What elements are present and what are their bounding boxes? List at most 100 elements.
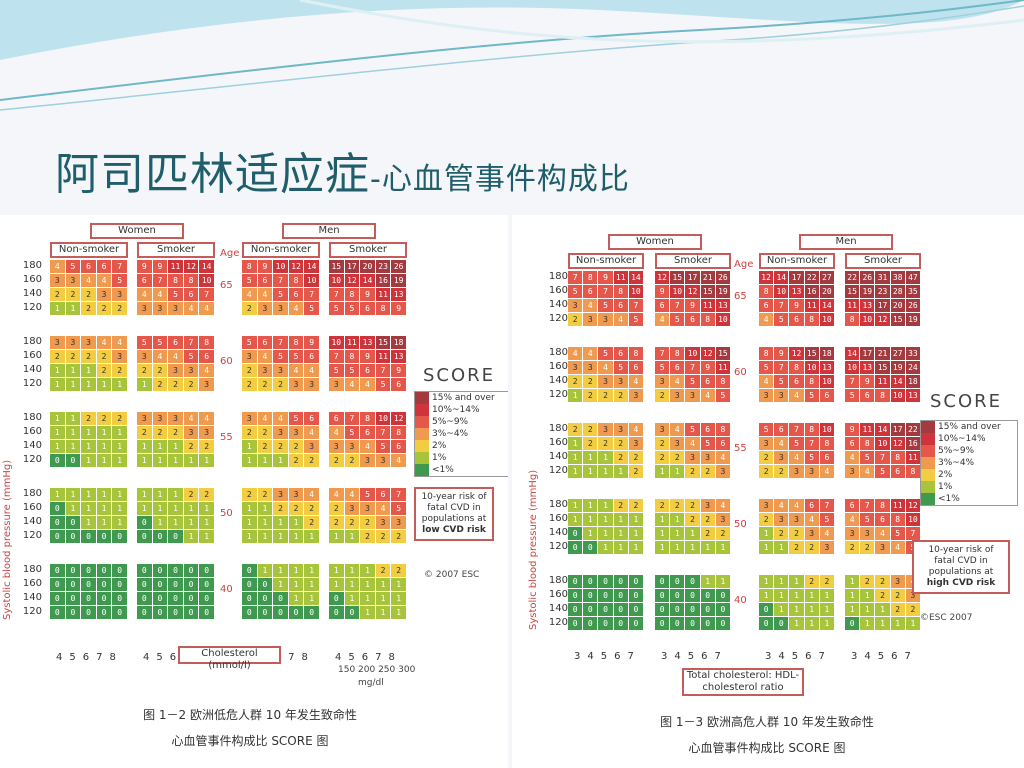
risk-cell: 4	[183, 302, 199, 315]
risk-cell: 0	[613, 589, 628, 602]
wave-decoration	[0, 0, 1024, 111]
risk-cell: 16	[375, 274, 391, 287]
risk-cell: 2	[715, 527, 731, 540]
risk-cell: 19	[860, 285, 875, 298]
risk-cell: 2	[304, 516, 319, 529]
risk-row: 4 5 6 8 10	[759, 313, 835, 327]
risk-cell: 2	[789, 527, 804, 540]
legend-swatch	[415, 392, 429, 404]
risk-cell: 0	[655, 617, 670, 630]
risk-cell: 4	[199, 302, 214, 315]
risk-cell: 0	[685, 617, 700, 630]
risk-cell: 5	[344, 426, 360, 439]
risk-row: 8 10 12 15 19	[845, 313, 921, 327]
risk-cell: 1	[199, 530, 214, 543]
risk-note-line: 10-year risk of	[928, 545, 994, 555]
risk-cell: 1	[152, 454, 168, 467]
risk-cell: 19	[890, 361, 905, 374]
age-header: Age	[220, 248, 240, 259]
risk-cell: 4	[774, 437, 789, 450]
risk-block: 12 15 17 21 26 9 10 12 15 19 6 7 9 11 13 4 5 6 8 10	[655, 271, 731, 327]
risk-cell: 0	[65, 530, 81, 543]
risk-cell: 9	[598, 271, 613, 284]
risk-cell: 1	[168, 502, 183, 515]
risk-cell: 5	[613, 361, 628, 374]
risk-cell: 8	[890, 513, 905, 526]
risk-cell: 3	[598, 313, 613, 326]
risk-cell: 1	[613, 465, 628, 478]
risk-cell: 0	[715, 603, 731, 616]
risk-cell: 1	[568, 437, 583, 450]
risk-cell: 0	[137, 564, 152, 577]
risk-cell: 4	[329, 426, 344, 439]
bp-label: 120	[548, 541, 568, 552]
risk-cell: 8	[845, 313, 860, 326]
risk-cell: 4	[774, 499, 789, 512]
risk-cell: 15	[329, 260, 344, 273]
bp-label: 120	[548, 465, 568, 476]
risk-cell: 6	[759, 299, 774, 312]
risk-cell: 8	[759, 285, 774, 298]
risk-cell: 5	[715, 389, 731, 402]
risk-cell: 1	[613, 513, 628, 526]
risk-cell: 6	[360, 426, 375, 439]
risk-cell: 0	[81, 606, 96, 619]
risk-cell: 1	[112, 516, 127, 529]
risk-cell: 1	[168, 488, 183, 501]
risk-cell: 1	[304, 530, 319, 543]
risk-cell: 2	[329, 454, 344, 467]
risk-cell: 3	[375, 454, 391, 467]
legend-row: 1%	[921, 481, 1017, 493]
risk-cell: 27	[819, 271, 835, 284]
risk-cell: 6	[613, 299, 628, 312]
risk-cell: 3	[257, 364, 273, 377]
risk-cell: 3	[789, 513, 804, 526]
risk-cell: 7	[845, 375, 860, 388]
risk-cell: 15	[670, 271, 685, 284]
risk-cell: 5	[804, 451, 819, 464]
risk-cell: 1	[112, 440, 127, 453]
copyright: © 2007 ESC	[424, 570, 480, 580]
risk-cell: 0	[257, 606, 273, 619]
bp-label: 180	[22, 336, 42, 347]
risk-cell: 4	[789, 389, 804, 402]
risk-cell: 2	[152, 378, 168, 391]
risk-cell: 1	[168, 440, 183, 453]
risk-cell: 1	[329, 578, 344, 591]
risk-note-line: fatal CVD in	[934, 556, 988, 566]
bp-label: 160	[22, 350, 42, 361]
risk-cell: 5	[568, 285, 583, 298]
risk-cell: 12	[655, 271, 670, 284]
risk-cell: 2	[288, 440, 304, 453]
risk-cell: 1	[804, 603, 819, 616]
risk-cell: 0	[670, 617, 685, 630]
risk-cell: 2	[613, 451, 628, 464]
risk-cell: 1	[375, 578, 391, 591]
bp-label: 120	[22, 606, 42, 617]
risk-cell: 28	[890, 285, 905, 298]
risk-cell: 8	[715, 423, 731, 436]
risk-cell: 5	[875, 465, 890, 478]
risk-cell: 1	[655, 513, 670, 526]
legend-row: 5%~9%	[415, 416, 508, 428]
risk-cell: 5	[759, 423, 774, 436]
risk-cell: 1	[583, 465, 598, 478]
risk-cell: 2	[137, 426, 152, 439]
risk-cell: 24	[905, 361, 921, 374]
risk-cell: 3	[774, 389, 789, 402]
risk-cell: 4	[875, 527, 890, 540]
